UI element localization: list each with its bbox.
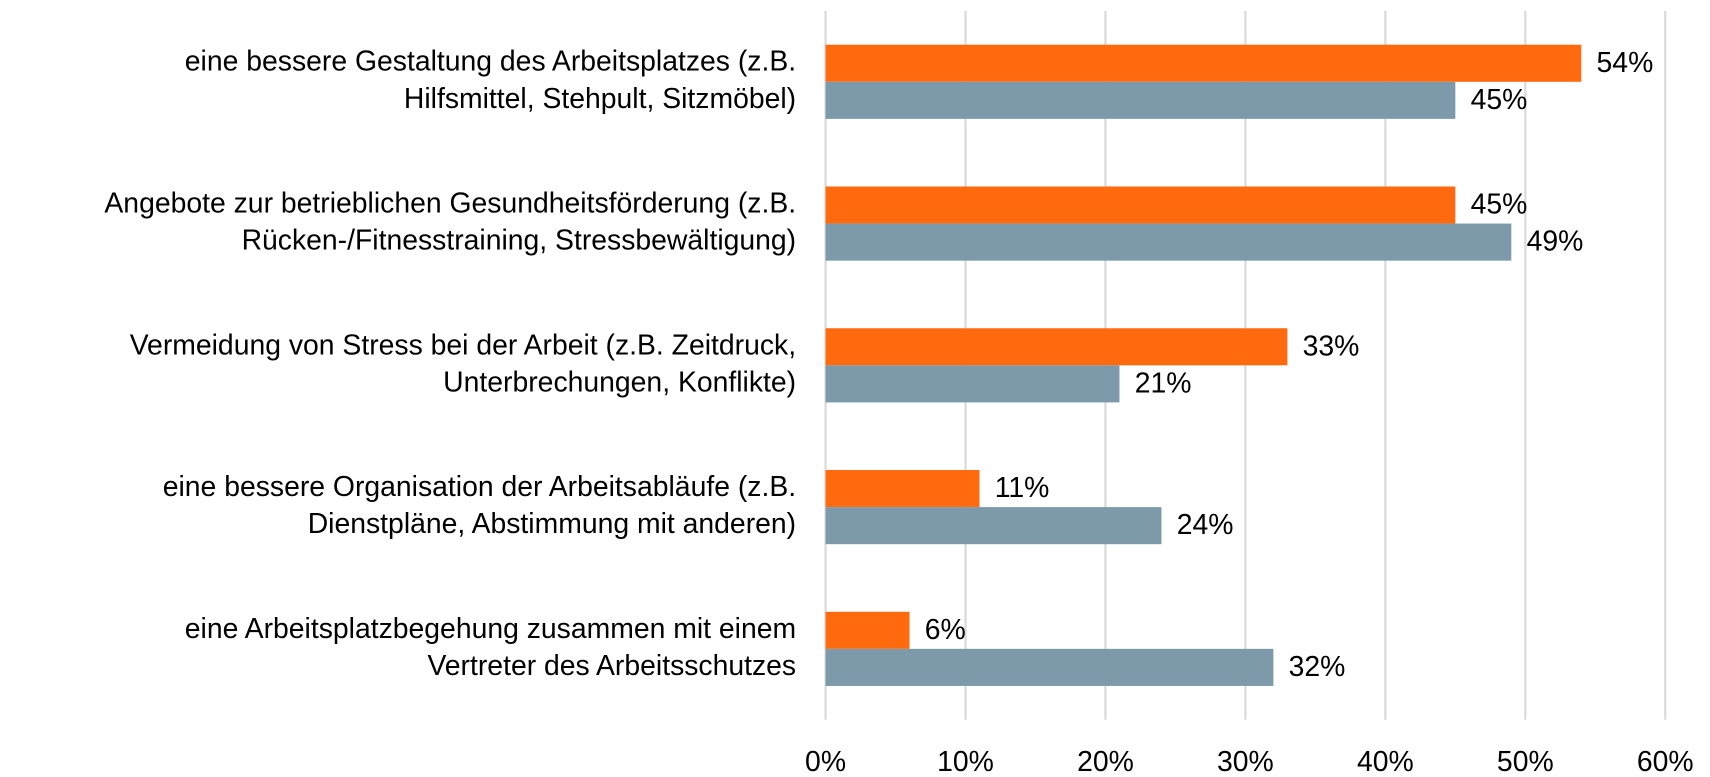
data-label: 45% xyxy=(1471,84,1528,116)
data-label: 24% xyxy=(1177,509,1234,541)
bar xyxy=(825,186,1456,224)
bar xyxy=(825,507,1162,545)
y-tick-label: Angebote zur betrieblichen Gesundheitsfö… xyxy=(104,188,796,220)
y-tick-label: eine bessere Gestaltung des Arbeitsplatz… xyxy=(185,46,796,78)
bar xyxy=(825,611,910,649)
x-tick-label: 10% xyxy=(937,746,994,777)
data-label: 45% xyxy=(1471,189,1528,221)
y-tick-label: Hilfsmittel, Stehpult, Sitzmöbel) xyxy=(404,83,796,115)
bar xyxy=(825,365,1120,403)
x-tick-label: 40% xyxy=(1357,746,1414,777)
data-label: 33% xyxy=(1303,330,1360,362)
y-tick-label: Vermeidung von Stress bei der Arbeit (z.… xyxy=(130,329,796,361)
x-tick-label: 20% xyxy=(1077,746,1134,777)
x-tick-label: 30% xyxy=(1217,746,1274,777)
y-tick-label: Dienstpläne, Abstimmung mit anderen) xyxy=(308,508,796,540)
x-tick-label: 60% xyxy=(1637,746,1694,777)
data-label: 21% xyxy=(1135,367,1192,399)
y-tick-label: Rücken-/Fitnesstraining, Stressbewältigu… xyxy=(242,225,797,257)
data-label: 49% xyxy=(1527,226,1584,258)
x-tick-label: 50% xyxy=(1497,746,1554,777)
bar xyxy=(825,328,1288,366)
x-tick-label: 0% xyxy=(805,746,846,777)
bar xyxy=(825,81,1456,119)
bar xyxy=(825,648,1274,686)
data-label: 32% xyxy=(1289,651,1346,683)
data-label: 6% xyxy=(925,614,966,646)
y-tick-label: Unterbrechungen, Konflikte) xyxy=(443,366,796,398)
y-tick-label: eine bessere Organisation der Arbeitsabl… xyxy=(163,471,796,503)
bar xyxy=(825,470,980,508)
data-label: 54% xyxy=(1597,47,1654,79)
data-label: 11% xyxy=(995,472,1050,504)
y-tick-label: Vertreter des Arbeitsschutzes xyxy=(427,650,796,682)
bar xyxy=(825,44,1582,82)
bar xyxy=(825,223,1512,261)
y-tick-label: eine Arbeitsplatzbegehung zusammen mit e… xyxy=(185,613,796,645)
